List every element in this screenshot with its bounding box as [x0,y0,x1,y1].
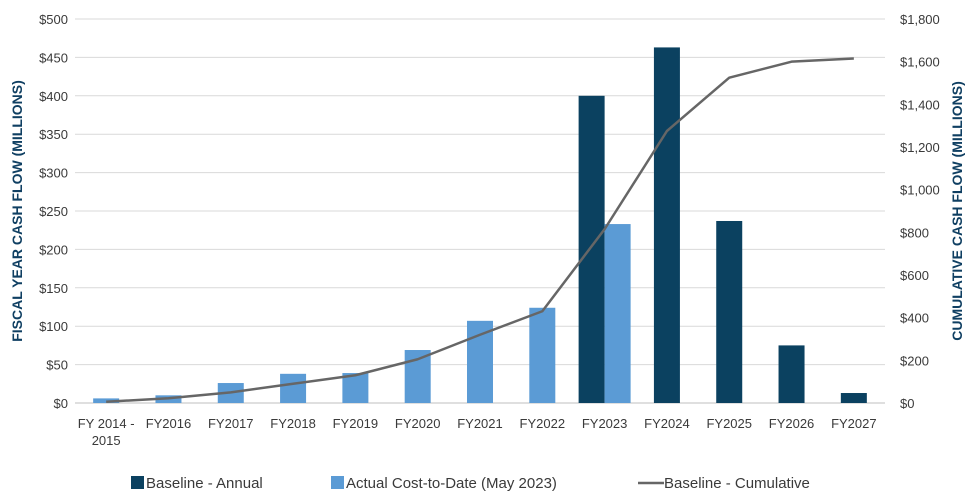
bar-baseline-annual [578,95,605,404]
y2-tick-label: $1,600 [900,55,940,70]
y-tick-label: $50 [46,358,68,373]
x-tick-label: FY 2014 - [78,416,135,431]
x-tick-label: FY2019 [333,416,379,431]
x-tick-label: FY2021 [457,416,503,431]
y-tick-label: $300 [39,166,68,181]
y2-tick-label: $1,400 [900,97,940,112]
x-tick-label: FY2022 [520,416,566,431]
y2-tick-label: $600 [900,268,929,283]
legend-label: Actual Cost-to-Date (May 2023) [346,475,557,492]
x-tick-label: FY2023 [582,416,628,431]
x-tick-label: FY2025 [706,416,752,431]
y-tick-label: $0 [54,396,68,411]
y2-axis-title: CUMULATIVE CASH FLOW (MILLIONS) [949,81,965,341]
y-axis-title: FISCAL YEAR CASH FLOW (MILLIONS) [9,80,25,342]
y2-tick-label: $400 [900,311,929,326]
x-tick-label: FY2026 [769,416,815,431]
y2-tick-label: $200 [900,353,929,368]
bar-baseline-annual [840,393,867,403]
bar-baseline-annual [778,345,805,403]
y2-tick-label: $0 [900,396,914,411]
x-tick-label: FY2024 [644,416,690,431]
y-tick-label: $200 [39,242,68,257]
legend-label: Baseline - Cumulative [664,475,810,492]
line-baseline-cumulative [106,57,854,403]
x-tick-label: FY2018 [270,416,316,431]
x-tick-label: FY2020 [395,416,441,431]
y2-tick-label: $800 [900,225,929,240]
x-tick-label: FY2027 [831,416,877,431]
x-tick-label: 2015 [92,433,121,448]
y-tick-label: $100 [39,319,68,334]
y-tick-label: $350 [39,127,68,142]
y2-tick-label: $1,800 [900,12,940,27]
bar-actual-cost [467,320,493,403]
x-tick-label: FY2016 [146,416,192,431]
y-tick-label: $500 [39,12,68,27]
y2-tick-label: $1,200 [900,140,940,155]
y-tick-label: $150 [39,281,68,296]
bar-actual-cost [604,224,631,403]
legend-swatch [131,476,144,489]
y2-tick-label: $1,000 [900,183,940,198]
x-tick-label: FY2017 [208,416,254,431]
bar-actual-cost [280,373,307,403]
bar-baseline-annual [716,220,743,403]
y-tick-label: $250 [39,204,68,219]
y-tick-label: $400 [39,89,68,104]
legend-swatch [331,476,344,489]
bar-baseline-annual [653,47,680,403]
legend-label: Baseline - Annual [146,475,263,492]
bar-actual-cost [529,307,556,403]
y-tick-label: $450 [39,50,68,65]
bar-actual-cost [342,373,369,403]
